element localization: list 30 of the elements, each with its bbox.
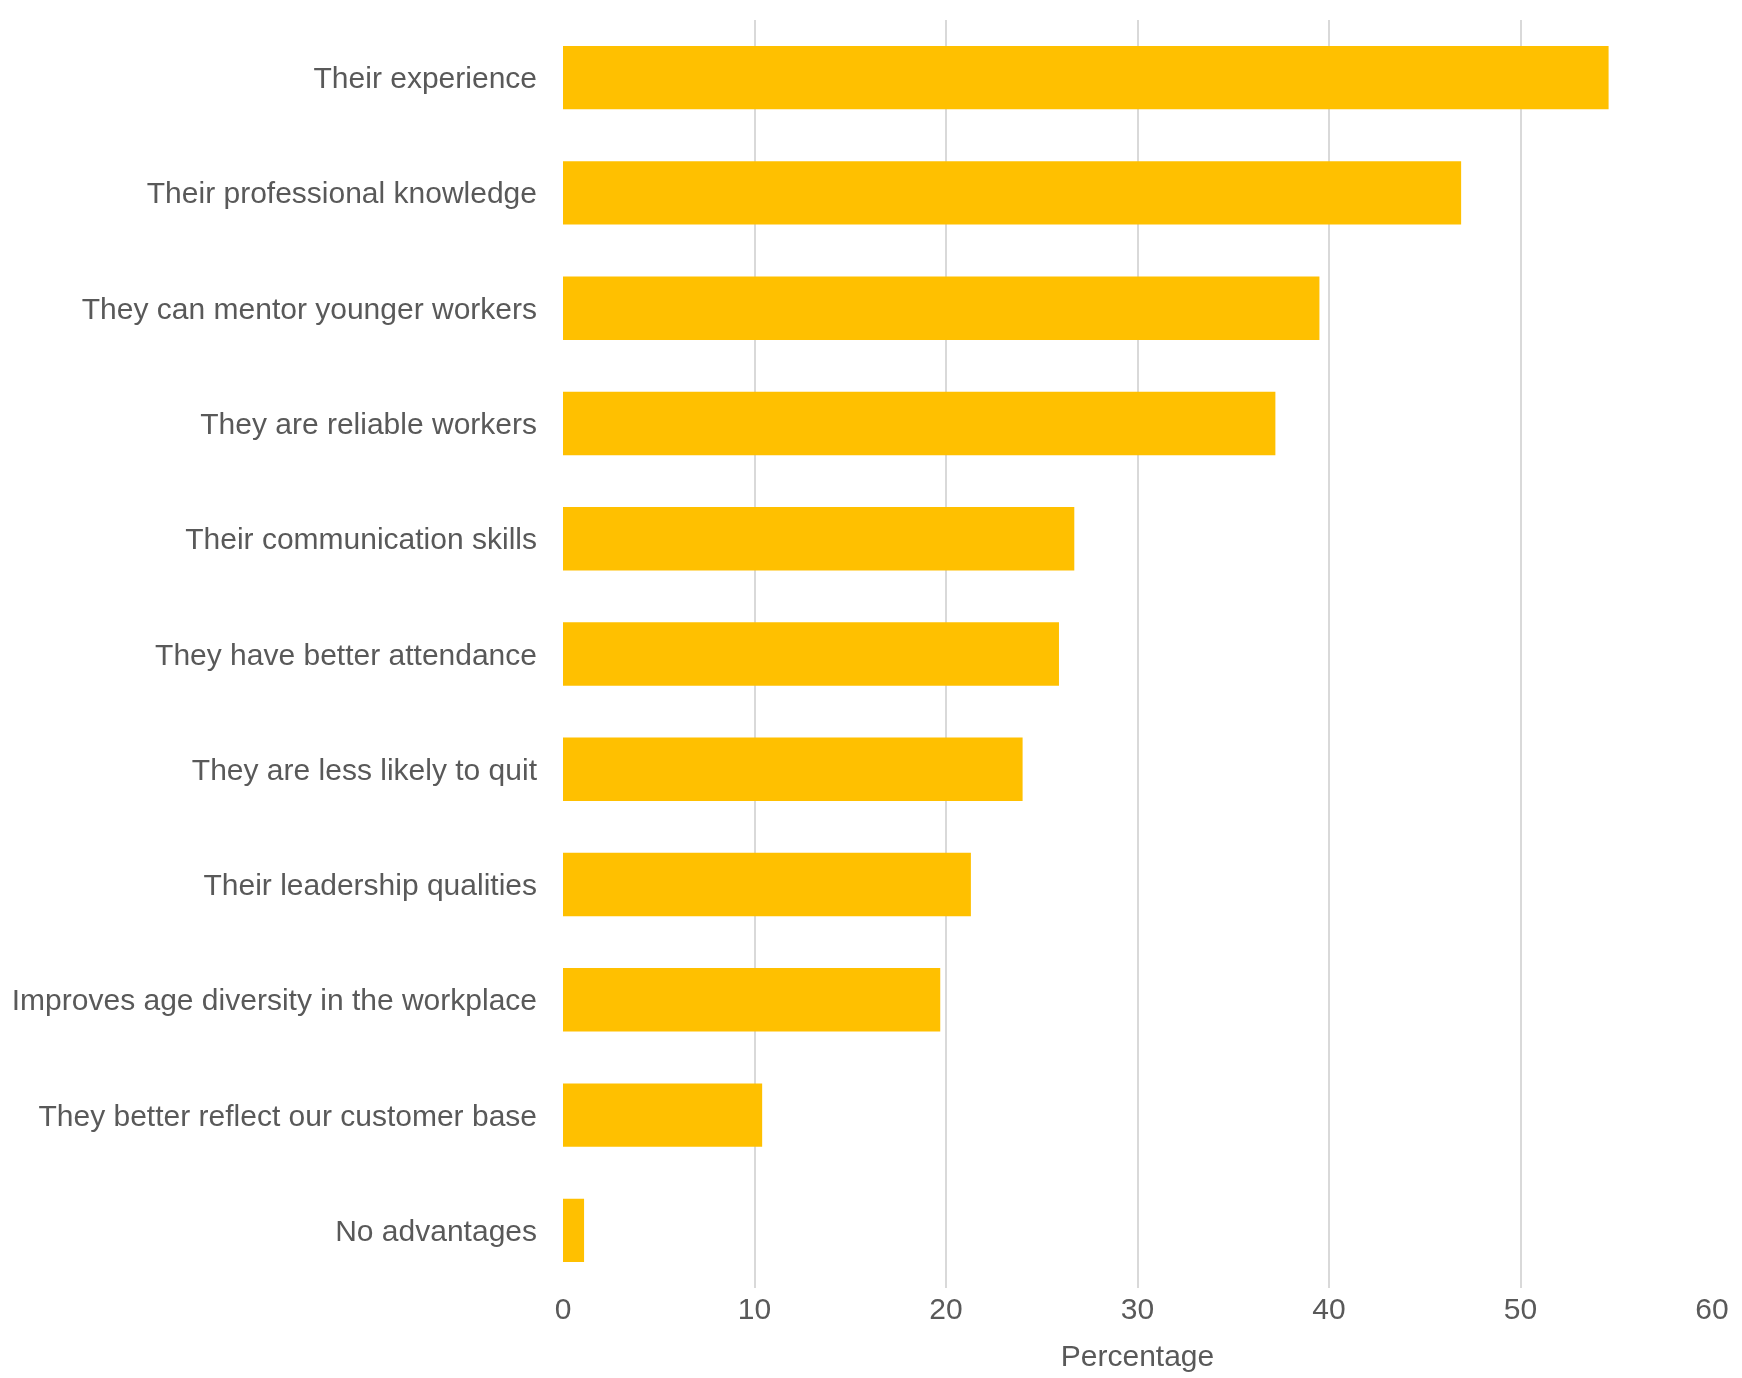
bar	[563, 507, 1075, 571]
bar	[563, 391, 1276, 456]
x-tick-label: 0	[554, 1292, 572, 1325]
y-tick-label: They can mentor younger workers	[81, 291, 537, 325]
y-tick-label: Improves age diversity in the workplace	[11, 983, 537, 1017]
x-tick-label: 20	[929, 1292, 963, 1325]
x-axis-title: Percentage	[1060, 1338, 1215, 1372]
y-tick-label: Their communication skills	[185, 522, 537, 556]
bar	[563, 161, 1462, 225]
bar	[563, 1198, 585, 1263]
y-tick-label: They better reflect our customer base	[38, 1098, 537, 1132]
y-tick-label: They have better attendance	[155, 637, 537, 671]
bar	[563, 968, 941, 1032]
bar	[563, 852, 971, 917]
x-tick-label: 50	[1503, 1292, 1538, 1325]
bar	[563, 45, 1609, 110]
y-tick-label: Their leadership qualities	[203, 868, 537, 902]
bar	[563, 737, 1023, 801]
bar	[563, 622, 1059, 686]
bar	[563, 276, 1320, 340]
x-tick-label: 60	[1695, 1292, 1729, 1325]
y-tick-label: Their professional knowledge	[146, 176, 537, 210]
x-tick-label: 10	[737, 1292, 772, 1325]
x-tick-label: 40	[1312, 1292, 1346, 1325]
y-tick-label: No advantages	[335, 1213, 537, 1247]
y-tick-label: They are less likely to quit	[191, 752, 538, 786]
y-tick-label: Their experience	[313, 61, 537, 95]
y-tick-label: They are reliable workers	[200, 406, 537, 440]
bar	[563, 1083, 763, 1147]
x-tick-label: 30	[1120, 1292, 1155, 1325]
